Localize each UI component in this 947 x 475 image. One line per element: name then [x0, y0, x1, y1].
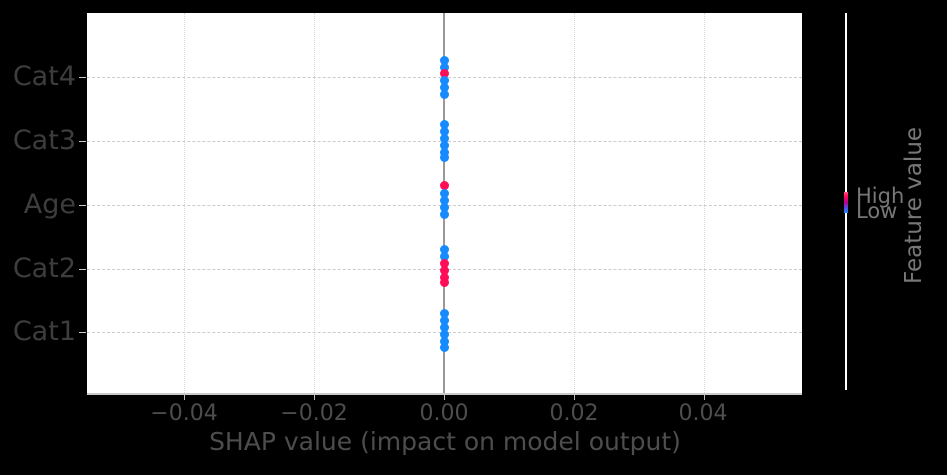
shap-dot: [439, 147, 449, 157]
shap-dot: [439, 315, 449, 325]
shap-dot: [439, 322, 449, 332]
shap-dot: [439, 180, 449, 190]
shap-dot: [439, 308, 449, 318]
shap-dot: [439, 336, 449, 346]
x-tick-mark: [314, 395, 315, 400]
x-tick-label: 0.04: [678, 401, 728, 426]
colorbar-low-label: Low: [856, 199, 898, 223]
v-gridline: [573, 13, 575, 393]
shap-dot: [439, 272, 449, 282]
shap-dot: [439, 62, 449, 72]
shap-dot: [439, 152, 449, 162]
shap-dot: [439, 265, 449, 275]
y-tick-label-cat2: Cat2: [12, 253, 76, 284]
v-gridline: [183, 13, 185, 393]
shap-dot: [439, 55, 449, 65]
shap-dot: [439, 188, 449, 198]
y-tick-label-age: Age: [23, 189, 76, 220]
y-tick-label-cat1: Cat1: [12, 316, 76, 347]
x-tick-label: 0.02: [549, 401, 599, 426]
y-tick-label-cat3: Cat3: [12, 125, 76, 156]
x-tick-mark: [444, 395, 445, 400]
shap-dot: [439, 202, 449, 212]
y-tick-mark: [79, 205, 86, 206]
colorbar-high-label: High: [856, 184, 905, 208]
shap-dot: [439, 195, 449, 205]
shap-dot: [439, 209, 449, 219]
shap-dot: [439, 140, 449, 150]
shap-dot: [439, 119, 449, 129]
shap-dot: [439, 244, 449, 254]
shap-dot: [439, 277, 449, 287]
x-tick-mark: [184, 395, 185, 400]
x-tick-mark: [574, 395, 575, 400]
shap-dot: [439, 89, 449, 99]
shap-dot: [439, 126, 449, 136]
shap-dot: [439, 329, 449, 339]
plot-area: [87, 13, 802, 395]
x-tick-label: 0.00: [419, 401, 469, 426]
x-tick-label: −0.02: [280, 401, 348, 426]
v-gridline: [703, 13, 705, 393]
y-tick-label-cat4: Cat4: [12, 61, 76, 92]
shap-dot: [439, 258, 449, 268]
colorbar-title: Feature value: [901, 126, 927, 285]
x-axis-title: SHAP value (impact on model output): [209, 427, 681, 456]
shap-dot: [439, 133, 449, 143]
v-gridline: [313, 13, 315, 393]
colorbar-gradient: [844, 192, 848, 213]
x-tick-label: −0.04: [150, 401, 218, 426]
shap-dot: [439, 251, 449, 261]
y-tick-mark: [79, 269, 86, 270]
y-tick-mark: [79, 141, 86, 142]
x-tick-mark: [704, 395, 705, 400]
y-tick-mark: [79, 332, 86, 333]
shap-dot: [439, 82, 449, 92]
shap-dot: [439, 342, 449, 352]
shap-dot: [439, 68, 449, 78]
shap-dot: [439, 75, 449, 85]
y-tick-mark: [79, 77, 86, 78]
